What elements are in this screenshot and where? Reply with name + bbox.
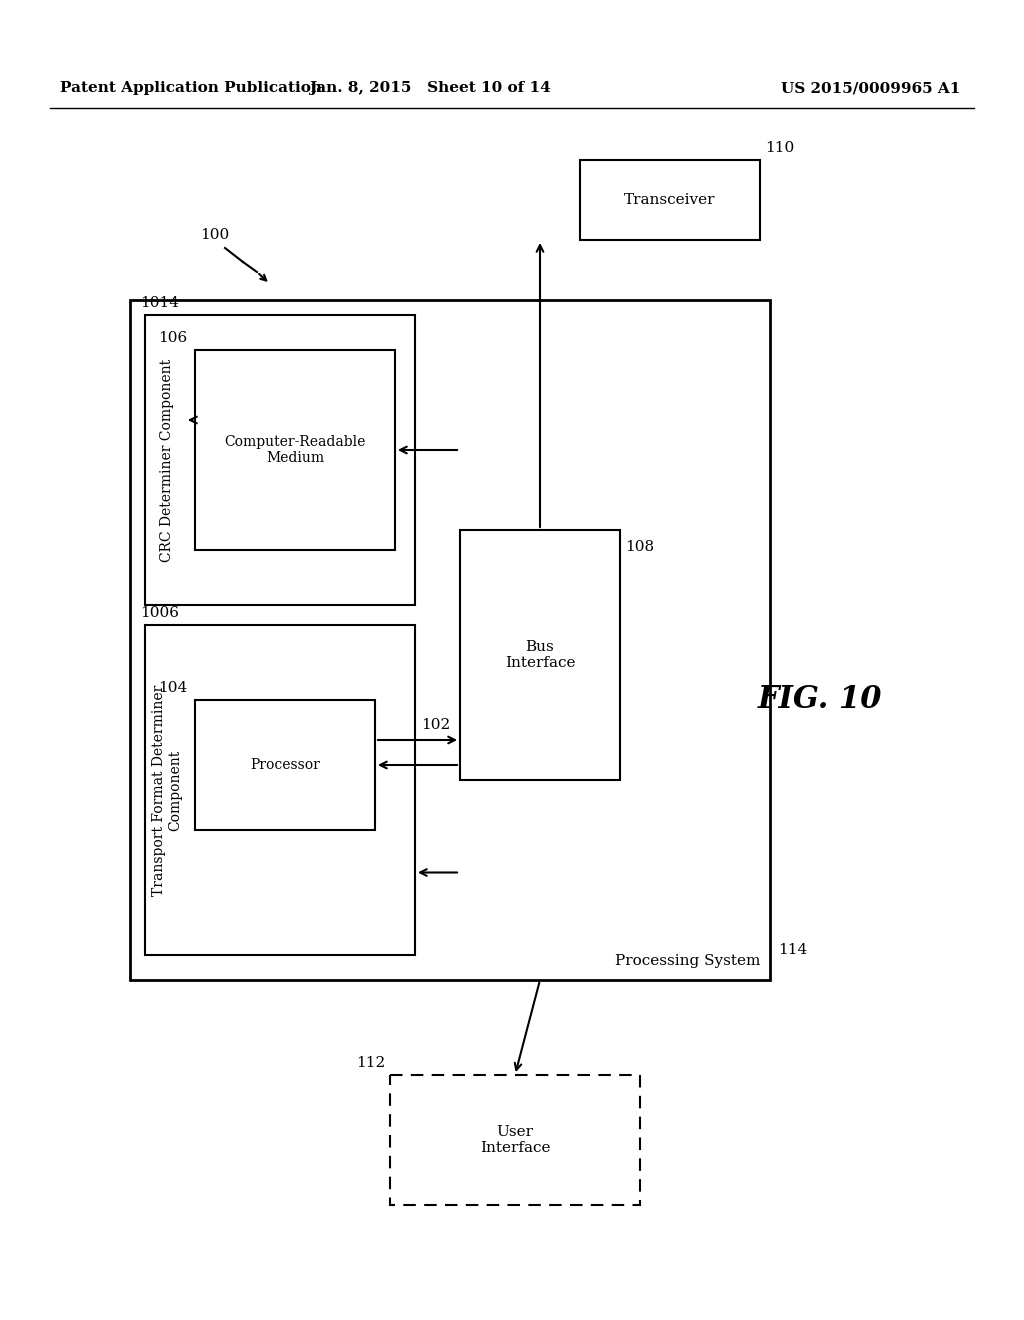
Text: Processor: Processor bbox=[250, 758, 319, 772]
Bar bbox=[130, 300, 770, 979]
Text: 110: 110 bbox=[765, 141, 795, 154]
Text: 102: 102 bbox=[421, 718, 450, 733]
Text: User
Interface: User Interface bbox=[480, 1125, 550, 1155]
Text: Jan. 8, 2015   Sheet 10 of 14: Jan. 8, 2015 Sheet 10 of 14 bbox=[309, 81, 551, 95]
Text: 106: 106 bbox=[158, 331, 187, 345]
Bar bbox=[145, 624, 415, 954]
Text: Computer-Readable
Medium: Computer-Readable Medium bbox=[224, 434, 366, 465]
Text: 112: 112 bbox=[355, 1056, 385, 1071]
Text: 114: 114 bbox=[778, 942, 807, 957]
Text: Bus
Interface: Bus Interface bbox=[505, 640, 575, 671]
Text: Patent Application Publication: Patent Application Publication bbox=[60, 81, 322, 95]
Bar bbox=[390, 1074, 640, 1205]
Bar bbox=[195, 350, 395, 550]
Text: 100: 100 bbox=[200, 228, 229, 242]
Text: Transport Format Determiner
Component: Transport Format Determiner Component bbox=[152, 684, 182, 896]
Bar bbox=[145, 315, 415, 605]
Text: 108: 108 bbox=[625, 540, 654, 554]
Text: 1006: 1006 bbox=[140, 606, 179, 620]
Text: 104: 104 bbox=[158, 681, 187, 696]
Text: FIG. 10: FIG. 10 bbox=[758, 685, 883, 715]
Text: Processing System: Processing System bbox=[614, 954, 760, 968]
Bar bbox=[580, 160, 760, 240]
Text: Transceiver: Transceiver bbox=[625, 193, 716, 207]
Bar bbox=[195, 700, 375, 830]
Text: US 2015/0009965 A1: US 2015/0009965 A1 bbox=[780, 81, 961, 95]
Text: CRC Determiner Component: CRC Determiner Component bbox=[160, 359, 174, 561]
Text: 1014: 1014 bbox=[140, 296, 179, 310]
Bar bbox=[460, 531, 620, 780]
